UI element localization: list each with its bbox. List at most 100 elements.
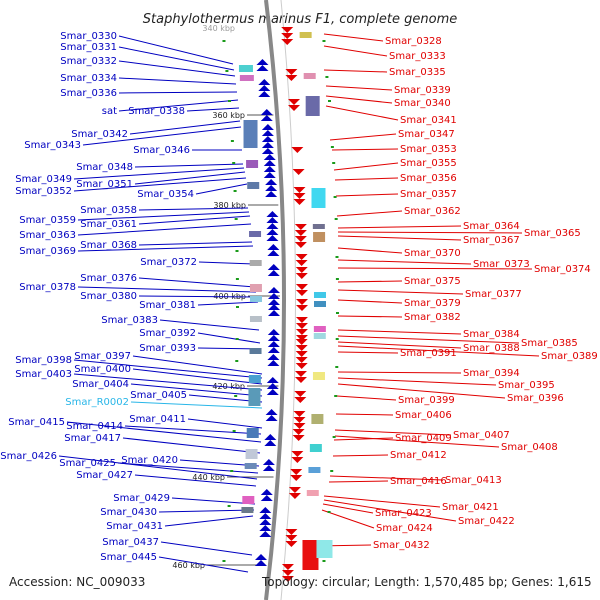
gene-label[interactable]: Smar_0409 (395, 433, 452, 444)
left-connector-line (159, 319, 260, 331)
gene-label[interactable]: Smar_0391 (400, 348, 457, 359)
gene-label[interactable]: Smar_0427 (76, 470, 133, 481)
gene-label[interactable]: Smar_0347 (398, 129, 455, 140)
gene-label[interactable]: Smar_0338 (128, 106, 185, 117)
gene-label[interactable]: Smar_0429 (113, 493, 170, 504)
gene-label[interactable]: Smar_0412 (390, 450, 447, 461)
left-connector-line (158, 556, 249, 573)
gene-label[interactable]: Smar_0398 (15, 355, 72, 366)
gene-label[interactable]: Smar_0364 (463, 221, 520, 232)
reverse-gene-arrow (259, 519, 272, 525)
gene-label[interactable]: Smar_0368 (80, 240, 137, 251)
gene-label[interactable]: Smar_0334 (60, 73, 117, 84)
gene-label[interactable]: Smar_0378 (19, 282, 76, 293)
gene-label[interactable]: Smar_0335 (389, 67, 446, 78)
gene-label[interactable]: Smar_0357 (400, 189, 457, 200)
right-connector-line (337, 329, 462, 335)
gene-label[interactable]: Smar_0342 (71, 129, 128, 140)
gene-label[interactable]: Smar_0373 (473, 259, 530, 270)
gene-label[interactable]: Smar_0379 (404, 298, 461, 309)
gene-label[interactable]: Smar_0340 (394, 98, 451, 109)
gene-label[interactable]: Smar_0414 (66, 421, 123, 432)
gene-label[interactable]: Smar_0355 (400, 158, 457, 169)
gene-label[interactable]: Smar_0392 (139, 328, 196, 339)
gene-label[interactable]: Smar_0358 (80, 205, 137, 216)
gene-label[interactable]: Smar_0372 (140, 257, 197, 268)
gene-label[interactable]: Smar_0381 (139, 300, 196, 311)
gene-label[interactable]: Smar_0415 (8, 417, 65, 428)
gene-label[interactable]: Smar_0359 (19, 215, 76, 226)
gene-label[interactable]: Smar_0367 (463, 235, 520, 246)
gene-label[interactable]: Smar_0385 (521, 338, 578, 349)
gene-label[interactable]: Smar_0331 (60, 42, 117, 53)
gene-label[interactable]: Smar_0375 (404, 276, 461, 287)
gene-label[interactable]: Smar_0425 (59, 458, 116, 469)
gene-label[interactable]: Smar_0411 (129, 414, 186, 425)
gene-label[interactable]: Smar_0369 (19, 246, 76, 257)
gene-label[interactable]: Smar_0416 (390, 476, 447, 487)
gene-label[interactable]: Smar_0400 (74, 364, 131, 375)
gene-label[interactable]: Smar_0437 (102, 537, 159, 548)
gene-label[interactable]: Smar_0397 (74, 351, 131, 362)
gene-label[interactable]: Smar_0352 (15, 186, 72, 197)
gene-label[interactable]: Smar_0406 (395, 410, 452, 421)
gene-label[interactable]: Smar_0431 (106, 521, 163, 532)
gene-label[interactable]: Smar_0351 (76, 179, 133, 190)
gene-label[interactable]: Smar_0393 (139, 343, 196, 354)
gene-label[interactable]: Smar_0389 (541, 351, 598, 362)
gene-label[interactable]: Smar_0421 (442, 502, 499, 513)
gene-label[interactable]: Smar_0376 (80, 273, 137, 284)
gene-label[interactable]: Smar_0413 (445, 475, 502, 486)
gene-label[interactable]: Smar_0430 (100, 507, 157, 518)
gene-label[interactable]: Smar_0384 (463, 329, 520, 340)
gene-label[interactable]: Smar_0423 (375, 508, 432, 519)
gene-label[interactable]: Smar_0361 (80, 219, 137, 230)
gene-label[interactable]: Smar_0445 (100, 552, 157, 563)
gene-label[interactable]: Smar_0370 (404, 248, 461, 259)
gene-label[interactable]: Smar_0407 (453, 430, 510, 441)
gene-label[interactable]: Smar_0356 (400, 173, 457, 184)
gene-label[interactable]: Smar_0380 (80, 291, 137, 302)
gene-label[interactable]: Smar_0417 (64, 433, 121, 444)
gene-label[interactable]: Smar_0339 (394, 85, 451, 96)
gene-label[interactable]: Smar_0426 (0, 451, 57, 462)
gene-label[interactable]: Smar_0362 (404, 206, 461, 217)
gene-label[interactable]: Smar_0403 (15, 369, 72, 380)
gene-label[interactable]: Smar_0354 (137, 189, 194, 200)
gene-label[interactable]: Smar_0404 (72, 379, 129, 390)
gene-label[interactable]: Smar_0420 (121, 455, 178, 466)
gene-label[interactable]: Smar_0382 (404, 312, 461, 323)
gene-label[interactable]: Smar_0432 (373, 540, 430, 551)
gene-label[interactable]: Smar_0424 (376, 523, 433, 534)
gene-label[interactable]: Smar_0374 (534, 264, 591, 275)
gene-label[interactable]: Smar_0343 (24, 140, 81, 151)
rna-label[interactable]: Smar_R0002 (65, 397, 129, 408)
gene-label[interactable]: Smar_0405 (130, 390, 187, 401)
left-connector-line (197, 332, 261, 344)
gene-label[interactable]: Smar_0363 (19, 230, 76, 241)
gene-label[interactable]: Smar_0383 (101, 315, 158, 326)
gene-label[interactable]: sat (102, 106, 117, 117)
gene-label[interactable]: Smar_0396 (507, 393, 564, 404)
left-connector-line (77, 211, 250, 221)
gene-label[interactable]: Smar_0399 (398, 395, 455, 406)
gene-label[interactable]: Smar_0408 (501, 442, 558, 453)
kbp-tick-label: 420 kbp (212, 382, 245, 391)
gene-label[interactable]: Smar_0377 (465, 289, 522, 300)
gene-label[interactable]: Smar_0336 (60, 88, 117, 99)
gene-label[interactable]: Smar_0395 (498, 380, 555, 391)
gene-label[interactable]: Smar_0346 (133, 145, 190, 156)
gene-label[interactable]: Smar_0341 (400, 115, 457, 126)
gene-label[interactable]: Smar_0365 (524, 228, 581, 239)
gene-label[interactable]: Smar_0388 (463, 343, 520, 354)
gene-label[interactable]: Smar_0394 (463, 368, 520, 379)
gene-label[interactable]: Smar_0328 (385, 36, 442, 47)
gene-label[interactable]: Smar_0349 (15, 174, 72, 185)
gene-label[interactable]: Smar_0332 (60, 56, 117, 67)
left-connector-line (118, 91, 238, 94)
gene-label[interactable]: Smar_0330 (60, 31, 117, 42)
gene-label[interactable]: Smar_0333 (389, 51, 446, 62)
gene-label[interactable]: Smar_0348 (76, 162, 133, 173)
gene-label[interactable]: Smar_0422 (458, 516, 515, 527)
gene-label[interactable]: Smar_0353 (400, 144, 457, 155)
